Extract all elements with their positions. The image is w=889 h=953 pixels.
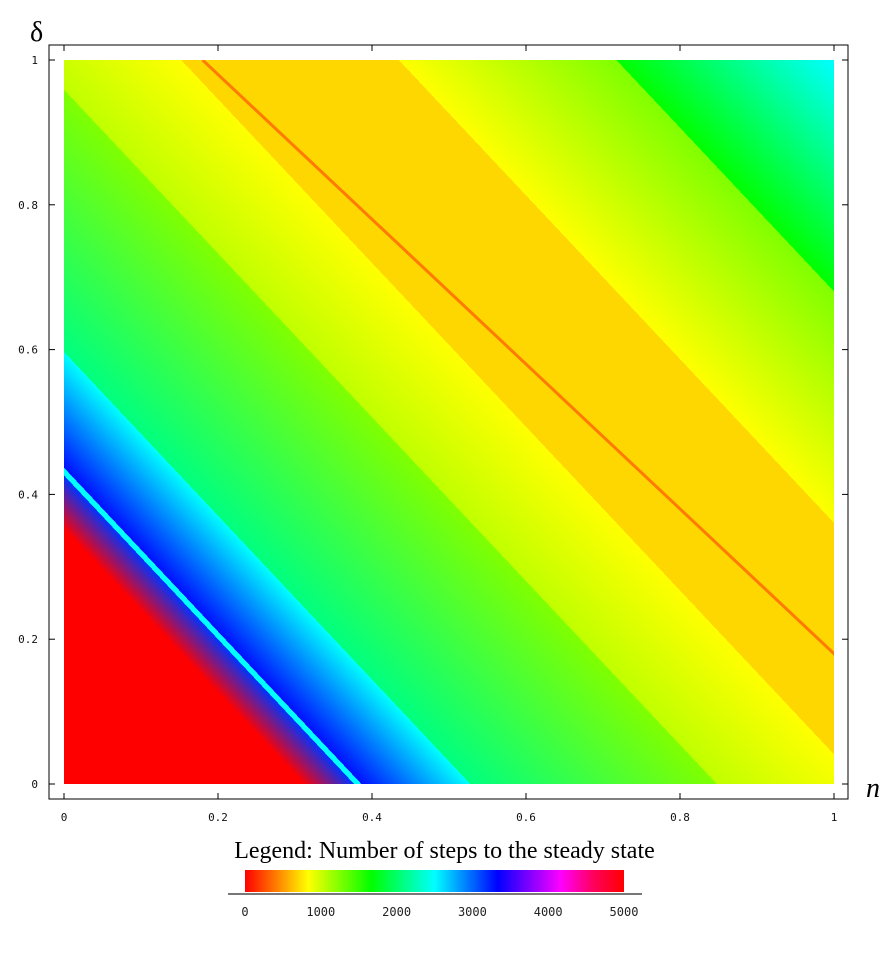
y-tick-label-2: 0.4 bbox=[18, 488, 38, 501]
x-tick-label-0: 0 bbox=[61, 811, 68, 824]
legend: 0 1000 2000 3000 4000 5000 bbox=[228, 870, 642, 919]
legend-title: Legend: Number of steps to the steady st… bbox=[234, 838, 655, 864]
plot-area bbox=[64, 60, 834, 784]
x-tick-label-2: 0.4 bbox=[362, 811, 382, 824]
y-tick-label-4: 0.8 bbox=[18, 199, 38, 212]
x-tick-label-1: 0.2 bbox=[208, 811, 228, 824]
contour-ridge-0 bbox=[201, 60, 834, 656]
x-tick-label-4: 0.8 bbox=[670, 811, 690, 824]
legend-tick-label-3: 3000 bbox=[458, 905, 487, 919]
heatmap-surface bbox=[64, 60, 834, 784]
legend-tick-label-1: 1000 bbox=[306, 905, 335, 919]
legend-tick-label-5: 5000 bbox=[610, 905, 639, 919]
x-axis-title: n bbox=[866, 773, 880, 804]
x-axis: 0 0.2 0.4 0.6 0.8 1 bbox=[61, 45, 838, 824]
legend-tick-label-2: 2000 bbox=[382, 905, 411, 919]
plot-frame bbox=[48, 44, 849, 800]
y-axis-title: δ bbox=[30, 17, 43, 48]
y-axis: 0 0.2 0.4 0.6 0.8 1 bbox=[18, 54, 848, 791]
y-tick-label-5: 1 bbox=[31, 54, 38, 67]
legend-ticks: 0 1000 2000 3000 4000 5000 bbox=[241, 905, 638, 919]
x-tick-label-5: 1 bbox=[831, 811, 838, 824]
y-tick-label-0: 0 bbox=[31, 778, 38, 791]
legend-tick-label-4: 4000 bbox=[534, 905, 563, 919]
y-tick-label-3: 0.6 bbox=[18, 344, 38, 357]
x-tick-label-3: 0.6 bbox=[516, 811, 536, 824]
legend-tick-label-0: 0 bbox=[241, 905, 248, 919]
ridge-layer bbox=[201, 60, 834, 656]
y-tick-label-1: 0.2 bbox=[18, 633, 38, 646]
legend-colorbar bbox=[245, 870, 624, 892]
